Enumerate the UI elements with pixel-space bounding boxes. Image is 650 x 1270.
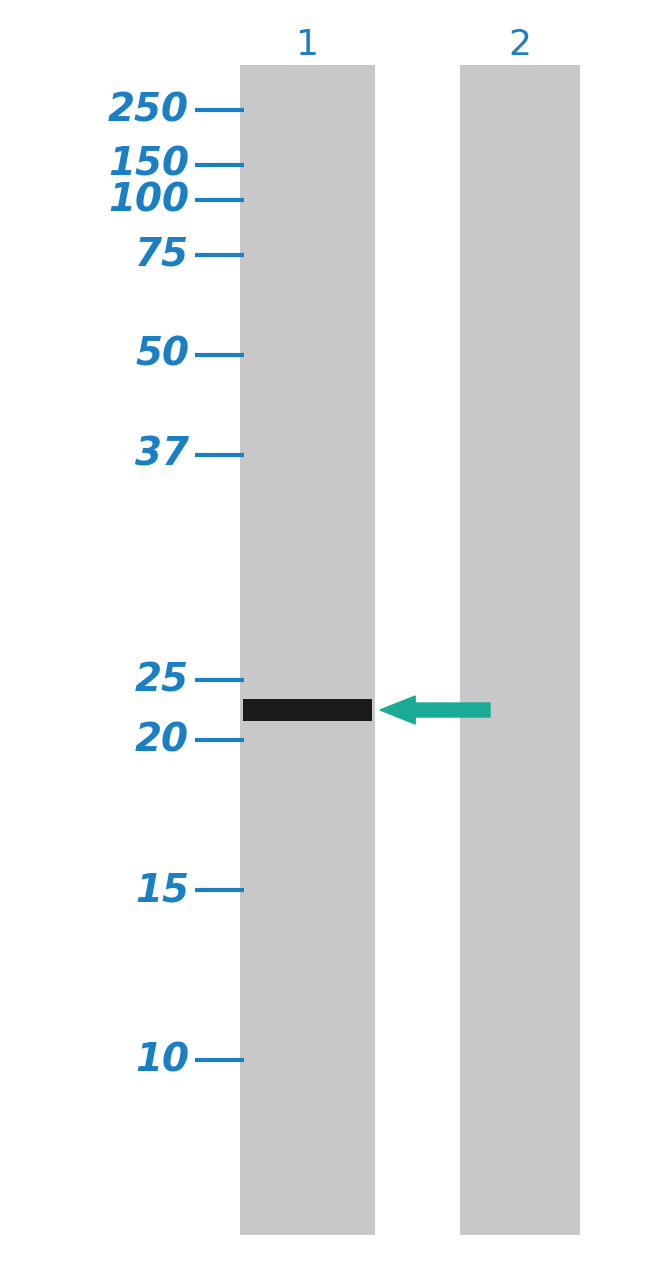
Text: 1: 1 [296, 28, 319, 62]
Text: 37: 37 [135, 436, 189, 474]
Text: 250: 250 [108, 91, 189, 130]
Text: 2: 2 [508, 28, 532, 62]
Text: 50: 50 [135, 337, 189, 373]
Text: 10: 10 [135, 1041, 189, 1080]
Text: 100: 100 [108, 182, 189, 218]
FancyArrow shape [380, 696, 490, 724]
Bar [460, 65, 580, 1234]
Text: 75: 75 [135, 236, 189, 274]
Text: 20: 20 [135, 721, 189, 759]
Text: 150: 150 [108, 146, 189, 184]
Bar [240, 65, 375, 1234]
Text: 15: 15 [135, 871, 189, 909]
Bar [243, 698, 372, 721]
Text: 25: 25 [135, 660, 189, 698]
